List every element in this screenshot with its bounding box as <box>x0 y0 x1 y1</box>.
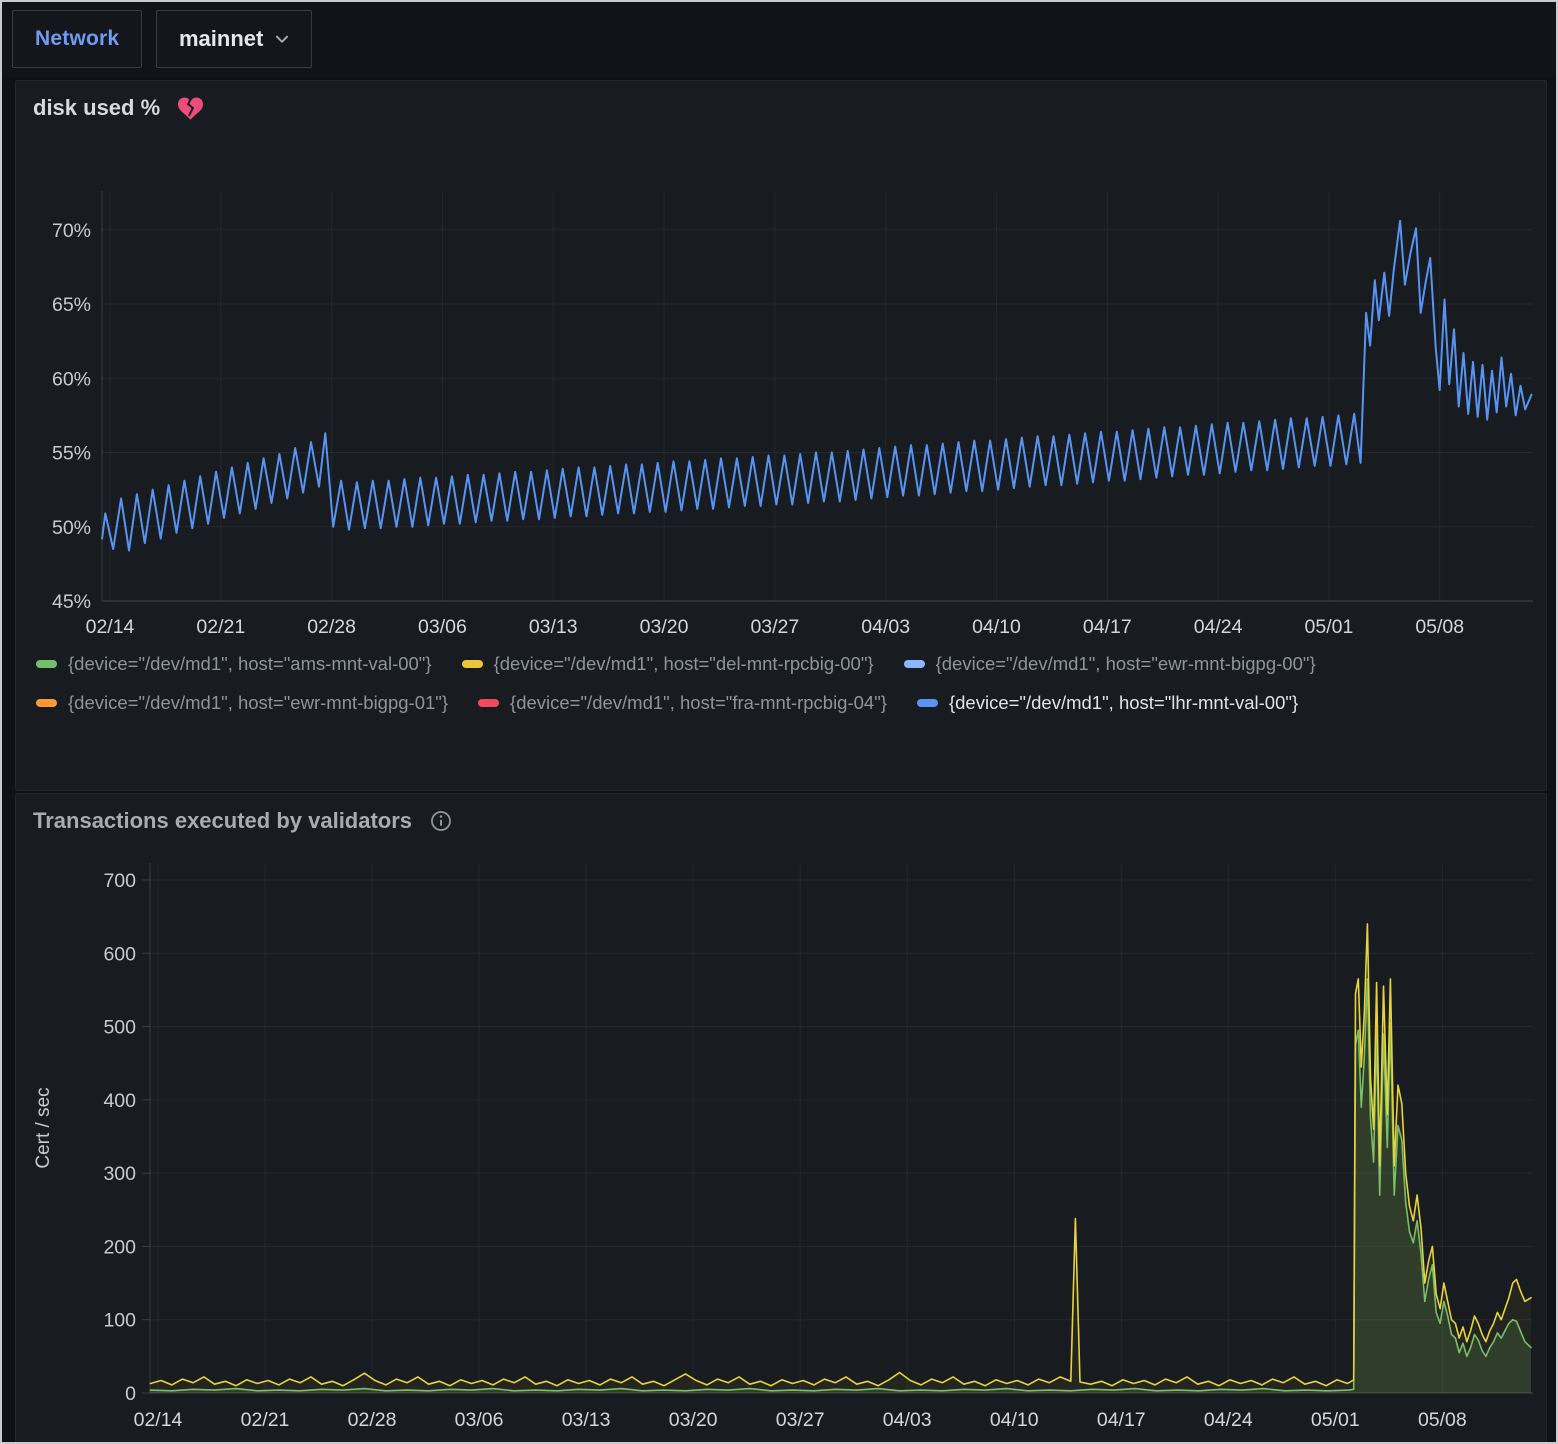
svg-text:60%: 60% <box>52 368 91 390</box>
series-lines <box>150 924 1531 1393</box>
axes <box>142 863 1533 1393</box>
svg-text:50%: 50% <box>52 517 91 539</box>
legend-item[interactable]: {device="/dev/md1", host="del-mnt-rpcbig… <box>462 653 874 675</box>
svg-text:04/03: 04/03 <box>861 616 910 638</box>
svg-text:03/06: 03/06 <box>418 616 467 638</box>
legend-swatch <box>36 699 57 707</box>
svg-text:03/27: 03/27 <box>750 616 799 638</box>
svg-text:02/14: 02/14 <box>86 616 135 638</box>
grafana-dashboard: Network mainnet disk used % 45% 50% 55% 60%… <box>0 0 1558 1444</box>
svg-text:05/08: 05/08 <box>1415 616 1464 638</box>
svg-text:65%: 65% <box>52 294 91 316</box>
svg-text:100: 100 <box>103 1310 136 1332</box>
svg-text:02/28: 02/28 <box>307 616 356 638</box>
info-icon[interactable] <box>430 810 452 832</box>
svg-text:45%: 45% <box>52 591 91 613</box>
variable-label-text: Network <box>35 27 119 51</box>
svg-text:03/20: 03/20 <box>669 1409 718 1431</box>
legend-label: {device="/dev/md1", host="ewr-mnt-bigpg-… <box>936 653 1316 675</box>
svg-text:03/20: 03/20 <box>640 616 689 638</box>
svg-text:600: 600 <box>103 943 136 965</box>
legend-label: {device="/dev/md1", host="del-mnt-rpcbig… <box>494 653 874 675</box>
svg-text:03/13: 03/13 <box>562 1409 611 1431</box>
svg-text:700: 700 <box>103 870 136 892</box>
series-lines <box>102 221 1531 551</box>
svg-text:04/24: 04/24 <box>1194 616 1243 638</box>
legend-label: {device="/dev/md1", host="lhr-mnt-val-00… <box>949 692 1298 714</box>
variable-value-text: mainnet <box>179 26 263 52</box>
legend-swatch <box>917 699 938 707</box>
svg-text:05/01: 05/01 <box>1311 1409 1360 1431</box>
y-axis-tick-labels: 0 100 200 300 400 500 600 700 <box>103 870 136 1405</box>
panel-title-transactions[interactable]: Transactions executed by validators <box>33 808 412 834</box>
legend-label: {device="/dev/md1", host="fra-mnt-rpcbig… <box>510 692 887 714</box>
legend-swatch <box>904 660 925 668</box>
svg-text:55%: 55% <box>52 443 91 465</box>
legend-swatch <box>478 699 499 707</box>
svg-text:0: 0 <box>125 1383 136 1405</box>
panel-title-disk-used[interactable]: disk used % <box>33 95 160 121</box>
svg-text:02/21: 02/21 <box>196 616 245 638</box>
legend: {device="/dev/md1", host="ams-mnt-val-00… <box>36 653 1532 731</box>
legend-swatch <box>36 660 57 668</box>
svg-text:200: 200 <box>103 1236 136 1258</box>
svg-text:03/06: 03/06 <box>455 1409 504 1431</box>
legend-item[interactable]: {device="/dev/md1", host="fra-mnt-rpcbig… <box>478 692 887 714</box>
svg-text:04/03: 04/03 <box>883 1409 932 1431</box>
panel-transactions: Transactions executed by validators 0 100… <box>15 793 1547 1444</box>
x-axis-tick-labels: 02/14 02/21 02/28 03/06 03/13 03/20 03/27 04/03… <box>134 1409 1467 1431</box>
svg-text:04/17: 04/17 <box>1097 1409 1146 1431</box>
legend-item[interactable]: {device="/dev/md1", host="ewr-mnt-bigpg-… <box>904 653 1316 675</box>
svg-text:400: 400 <box>103 1090 136 1112</box>
svg-text:04/10: 04/10 <box>990 1409 1039 1431</box>
legend-swatch <box>462 660 483 668</box>
svg-text:05/01: 05/01 <box>1305 616 1354 638</box>
legend-label: {device="/dev/md1", host="ewr-mnt-bigpg-… <box>68 692 448 714</box>
svg-text:04/10: 04/10 <box>972 616 1021 638</box>
svg-text:300: 300 <box>103 1163 136 1185</box>
svg-text:02/21: 02/21 <box>241 1409 290 1431</box>
legend-item[interactable]: {device="/dev/md1", host="ams-mnt-val-00… <box>36 653 432 675</box>
disk-used-chart[interactable]: 45% 50% 55% 60% 65% 70% 02/14 02/21 02/28 03/06 03… <box>19 151 1543 656</box>
chevron-down-icon <box>275 35 289 44</box>
network-variable-label: Network <box>12 10 142 68</box>
gridlines <box>102 191 1533 601</box>
svg-text:04/17: 04/17 <box>1083 616 1132 638</box>
svg-text:05/08: 05/08 <box>1418 1409 1467 1431</box>
legend-label: {device="/dev/md1", host="ams-mnt-val-00… <box>68 653 432 675</box>
y-axis-label: Cert / sec <box>33 1087 54 1168</box>
svg-text:02/28: 02/28 <box>348 1409 397 1431</box>
x-axis-tick-labels: 02/14 02/21 02/28 03/06 03/13 03/20 03/27 04/03… <box>86 616 1465 638</box>
y-axis-tick-labels: 45% 50% 55% 60% 65% 70% <box>52 220 91 613</box>
svg-text:03/13: 03/13 <box>529 616 578 638</box>
gridlines <box>150 863 1533 1393</box>
dashboard-topbar: Network mainnet <box>2 2 1556 78</box>
legend-item[interactable]: {device="/dev/md1", host="ewr-mnt-bigpg-… <box>36 692 448 714</box>
broken-heart-icon <box>178 96 203 120</box>
svg-text:02/14: 02/14 <box>134 1409 183 1431</box>
svg-text:500: 500 <box>103 1017 136 1039</box>
axes <box>102 191 1533 601</box>
svg-text:04/24: 04/24 <box>1204 1409 1253 1431</box>
network-variable-dropdown[interactable]: mainnet <box>156 10 312 68</box>
svg-text:03/27: 03/27 <box>776 1409 825 1431</box>
svg-text:70%: 70% <box>52 220 91 242</box>
transactions-chart[interactable]: 0 100 200 300 400 500 600 700 02/14 02/21 02/28 03/… <box>19 849 1543 1441</box>
legend-item[interactable]: {device="/dev/md1", host="lhr-mnt-val-00… <box>917 692 1298 714</box>
panel-disk-used: disk used % 45% 50% 55% 60% 65% 70% 02/14 02/21… <box>15 80 1547 791</box>
